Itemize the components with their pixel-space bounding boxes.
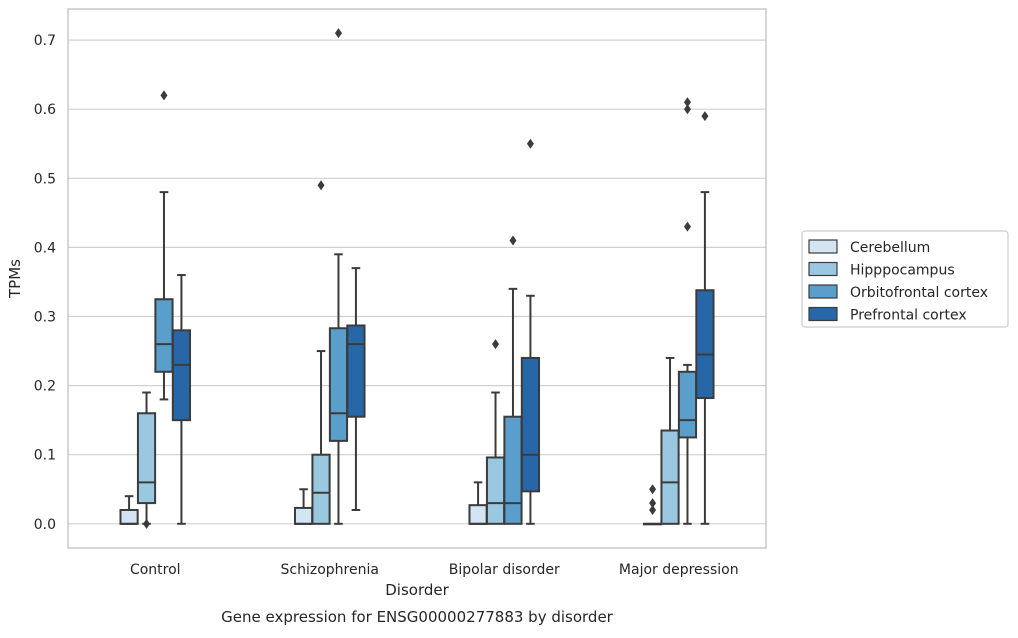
box-orbitofrontal-cortex (328, 28, 349, 525)
outlier-point (509, 235, 517, 246)
box-prefrontal-cortex (171, 274, 192, 525)
y-tick-label: 0.4 (34, 240, 56, 256)
box-orbitofrontal-cortex (503, 235, 523, 525)
outlier-point (492, 339, 500, 350)
y-tick-label: 0.7 (34, 33, 56, 49)
legend-label: Hipppocampus (850, 263, 955, 279)
outlier-point (317, 180, 325, 191)
legend-swatch (808, 306, 838, 322)
legend-frame (801, 230, 1009, 328)
outlier-point (143, 518, 151, 529)
outlier-point (526, 138, 534, 149)
box-prefrontal-cortex (695, 111, 715, 525)
x-axis-label: Disorder (385, 581, 449, 599)
box-iqr (677, 370, 698, 439)
box-iqr (468, 504, 488, 525)
x-tick-label: Schizophrenia (281, 562, 379, 578)
chart-caption: Gene expression for ENSG00000277883 by d… (221, 608, 614, 626)
outlier-point (160, 90, 168, 101)
legend-swatch (808, 261, 838, 277)
box-iqr (660, 429, 680, 525)
outlier-point (649, 484, 657, 495)
outlier-point (683, 104, 691, 115)
y-tick-label: 0.0 (34, 517, 56, 533)
y-axis-ticks: 0.0 0.1 0.2 0.3 0.4 0.5 0.6 0.7 (34, 33, 56, 533)
outlier-point (683, 97, 691, 108)
outlier-point (683, 221, 691, 232)
box-iqr (503, 415, 523, 525)
x-tick-label: Control (130, 562, 181, 578)
y-tick-label: 0.1 (34, 448, 56, 464)
x-axis-ticks: Control Schizophrenia Bipolar disorder Majo… (130, 562, 739, 578)
box-iqr (171, 329, 192, 422)
box-cerebellum (642, 484, 663, 526)
box-iqr (136, 412, 157, 505)
y-axis-label: TPMs (6, 259, 24, 299)
box-hipppocampus (311, 180, 331, 525)
box-prefrontal-cortex (346, 267, 366, 511)
box-hipppocampus (660, 356, 680, 525)
y-tick-label: 0.6 (34, 102, 56, 118)
box-prefrontal-cortex (520, 138, 541, 525)
box-orbitofrontal-cortex (677, 97, 698, 525)
legend-label: Orbitofrontal cortex (850, 285, 988, 301)
box-cerebellum (293, 488, 314, 525)
box-iqr (346, 324, 366, 418)
box-iqr (311, 453, 331, 525)
box-iqr (485, 456, 506, 525)
plot-frame (67, 8, 767, 549)
outlier-point (701, 111, 709, 122)
box-series (119, 28, 715, 529)
box-iqr (695, 289, 715, 400)
outlier-point (334, 28, 342, 39)
box-cerebellum (119, 495, 139, 525)
legend-label: Prefrontal cortex (850, 308, 967, 324)
outlier-point (649, 498, 657, 509)
box-hipppocampus (136, 391, 157, 529)
legend-swatch (808, 284, 838, 299)
y-tick-label: 0.2 (34, 379, 56, 395)
legend: Cerebellum Hipppocampus Orbitofrontal cort… (801, 230, 1009, 328)
box-iqr (293, 506, 314, 525)
y-tick-label: 0.3 (34, 310, 56, 326)
box-iqr (520, 356, 541, 493)
box-orbitofrontal-cortex (154, 90, 174, 401)
y-tick-label: 0.5 (34, 171, 56, 187)
legend-label: Cerebellum (850, 240, 930, 256)
box-iqr (154, 298, 174, 373)
x-tick-label: Major depression (619, 562, 739, 578)
x-tick-label: Bipolar disorder (449, 562, 560, 578)
box-iqr (119, 508, 139, 525)
box-iqr (328, 327, 349, 442)
outlier-point (649, 504, 657, 515)
box-hipppocampus (485, 339, 506, 525)
box-cerebellum (468, 481, 488, 525)
legend-swatch (808, 239, 838, 254)
